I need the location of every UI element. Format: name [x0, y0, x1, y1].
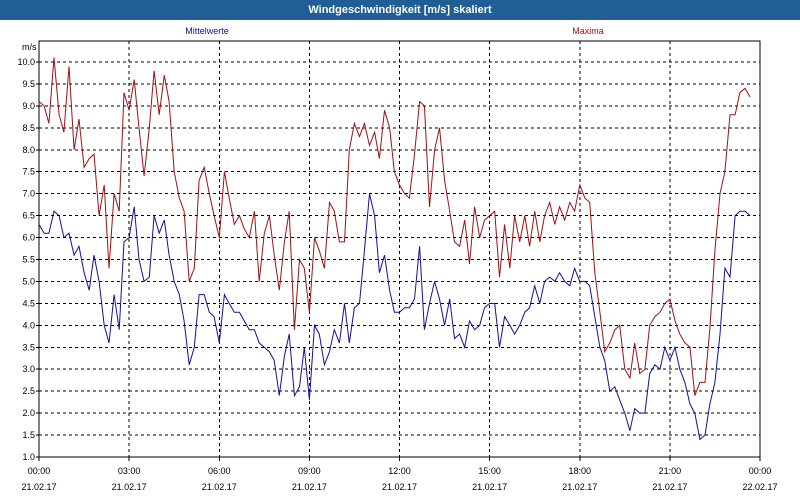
x-tick-date-label: 21.02.17 [562, 482, 597, 492]
x-tick-date-label: 21.02.17 [202, 482, 237, 492]
x-tick-time-label: 12:00 [388, 466, 411, 476]
y-tick-label: 6.5 [22, 211, 35, 221]
y-tick-label: 2.0 [22, 408, 35, 418]
y-axis-ticks: 1.0 1.5 2.0 2.5 3.0 3.5 4.0 4.5 5.0 5.5 6.0 6.5 7.0 7… [17, 57, 39, 462]
y-tick-label: 8.5 [22, 123, 35, 133]
x-tick-date-label: 21.02.17 [21, 482, 56, 492]
y-tick-label: 5.0 [22, 276, 35, 286]
y-tick-label: 4.0 [22, 320, 35, 330]
y-tick-label: 2.5 [22, 386, 35, 396]
y-tick-label: 9.0 [22, 101, 35, 111]
x-tick-time-label: 06:00 [208, 466, 231, 476]
grid [38, 41, 761, 458]
y-tick-label: 3.0 [22, 364, 35, 374]
x-tick-time-label: 18:00 [568, 466, 591, 476]
x-tick-time-label: 00:00 [28, 466, 51, 476]
x-tick-date-label: 21.02.17 [112, 482, 147, 492]
x-tick-time-label: 21:00 [659, 466, 682, 476]
series-lines [38, 57, 751, 441]
legend-maxima: Maxima [572, 26, 604, 36]
series-line-mittelwerte [38, 193, 751, 441]
y-tick-label: 5.5 [22, 255, 35, 265]
y-tick-label: 6.0 [22, 233, 35, 243]
y-tick-label: 7.0 [22, 189, 35, 199]
x-tick-date-label: 22.02.17 [742, 482, 777, 492]
x-tick-time-label: 03:00 [118, 466, 141, 476]
x-tick-date-label: 21.02.17 [472, 482, 507, 492]
y-tick-label: 10.0 [17, 57, 35, 67]
y-tick-label: 8.0 [22, 145, 35, 155]
x-tick-date-label: 21.02.17 [382, 482, 417, 492]
y-axis-label: m/s [22, 42, 37, 52]
window-title: Windgeschwindigkeit [m/s] skaliert [0, 0, 800, 20]
y-tick-label: 4.5 [22, 298, 35, 308]
x-tick-date-label: 21.02.17 [652, 482, 687, 492]
x-tick-time-label: 15:00 [478, 466, 501, 476]
x-tick-time-label: 00:00 [749, 466, 772, 476]
x-axis-ticks: 00:00 21.02.17 03:00 21.02.17 06:00 21.02.17 0… [21, 457, 778, 492]
y-tick-label: 3.5 [22, 342, 35, 352]
y-tick-label: 1.5 [22, 430, 35, 440]
y-tick-label: 1.0 [22, 452, 35, 462]
line-chart: 1.0 1.5 2.0 2.5 3.0 3.5 4.0 4.5 5.0 5.5 6.0 6.5 7.0 7… [0, 20, 800, 500]
legend-mittelwerte: Mittelwerte [185, 26, 229, 36]
series-line-maxima [38, 57, 751, 396]
y-tick-label: 9.5 [22, 79, 35, 89]
y-tick-label: 7.5 [22, 167, 35, 177]
x-tick-time-label: 09:00 [298, 466, 321, 476]
x-tick-date-label: 21.02.17 [292, 482, 327, 492]
